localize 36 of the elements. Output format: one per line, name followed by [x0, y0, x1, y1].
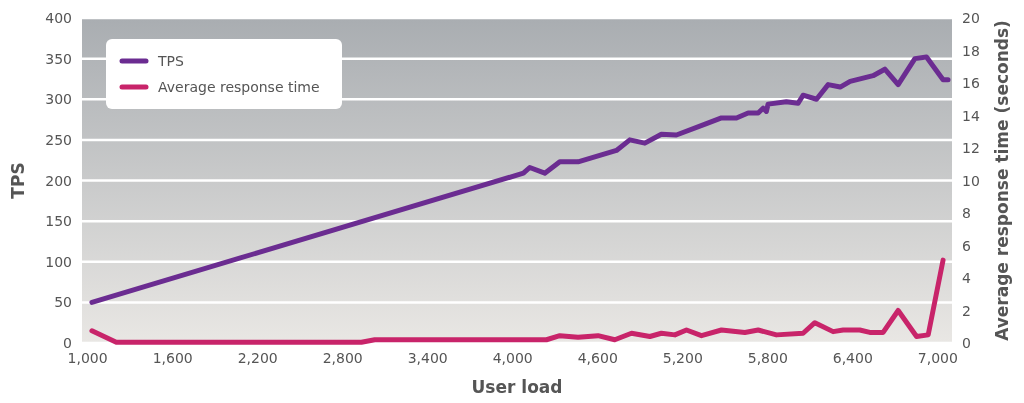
- y-tick-label: 100: [45, 253, 72, 270]
- y-axis-title: TPS: [8, 162, 28, 199]
- y-tick-label: 150: [45, 213, 72, 230]
- y2-tick-label: 16: [962, 75, 980, 91]
- y-tick-label: 0: [63, 335, 72, 351]
- y-tick-label: 300: [45, 91, 72, 108]
- y2-tick-label: 2: [962, 302, 971, 319]
- x-tick-label: 4,000: [492, 350, 533, 366]
- y-tick-label: 400: [45, 10, 72, 26]
- y2-tick-label: 12: [962, 140, 980, 156]
- x-tick-label: 1,600: [152, 350, 193, 366]
- y-tick-label: 200: [45, 172, 72, 189]
- y2-tick-label: 10: [962, 172, 980, 189]
- x-tick-label: 4,600: [577, 350, 618, 366]
- y-tick-label: 250: [45, 131, 72, 148]
- y2-tick-label: 20: [962, 10, 980, 26]
- y-tick-label: 50: [54, 294, 72, 311]
- legend-label: TPS: [157, 53, 184, 69]
- y2-tick-label: 4: [962, 270, 971, 286]
- x-tick-label: 1,000: [67, 350, 108, 366]
- y2-tick-label: 18: [962, 42, 980, 59]
- x-tick-label: 2,800: [322, 350, 363, 366]
- legend-label: Average response time: [158, 79, 320, 95]
- x-tick-label: 5,200: [662, 350, 703, 366]
- x-tick-label: 5,800: [747, 350, 788, 366]
- y2-axis-title: Average response time (seconds): [992, 20, 1012, 341]
- y2-tick-label: 14: [962, 107, 980, 124]
- x-axis-title: User load: [471, 377, 563, 397]
- x-tick-label: 6,400: [832, 350, 873, 366]
- x-tick-label: 2,200: [237, 350, 278, 366]
- y2-tick-label: 6: [962, 237, 971, 254]
- y2-tick-label: 0: [962, 335, 971, 351]
- y2-tick-label: 8: [962, 205, 971, 221]
- x-tick-label: 3,400: [407, 350, 448, 366]
- x-tick-label: 7,000: [917, 350, 958, 366]
- y-tick-label: 350: [45, 50, 72, 67]
